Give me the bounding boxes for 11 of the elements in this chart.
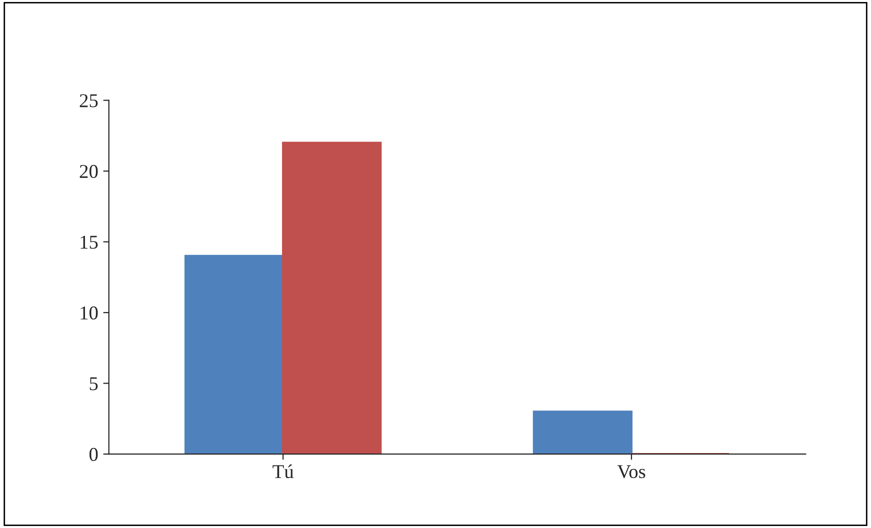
- bar: [184, 254, 284, 454]
- x-tick-label: Vos: [617, 465, 646, 478]
- bar: [282, 142, 382, 454]
- y-tick-label: 5: [90, 377, 98, 390]
- y-tick-label: 20: [80, 164, 98, 178]
- y-tick-label: 25: [80, 94, 98, 108]
- y-tick-label: 10: [80, 306, 98, 320]
- y-tick-label: 15: [80, 236, 98, 249]
- y-tick-label: 0: [89, 448, 98, 462]
- x-tick-label: Tú: [272, 464, 294, 478]
- bar: [532, 410, 633, 454]
